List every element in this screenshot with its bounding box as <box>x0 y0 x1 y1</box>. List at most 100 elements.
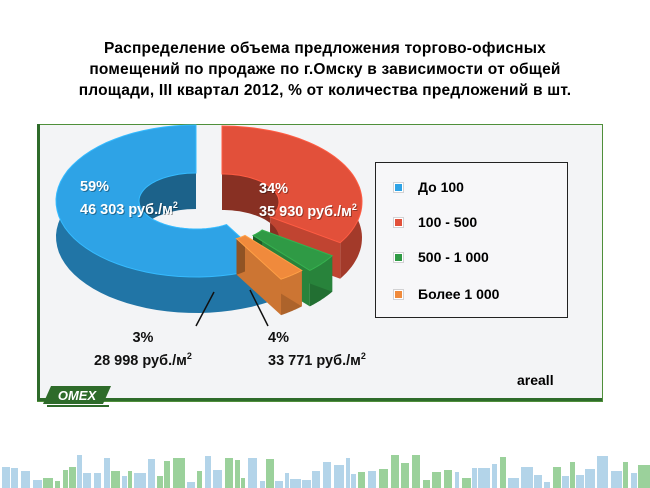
city-skyline-decoration <box>2 455 650 488</box>
panel-left-bar <box>37 124 40 400</box>
skyline-building-64 <box>611 471 622 488</box>
legend-item-over-1000: Более 1 000 <box>394 284 499 304</box>
skyline-building-10 <box>94 473 101 488</box>
skyline-building-57 <box>544 482 550 488</box>
skyline-building-0 <box>2 467 10 488</box>
skyline-building-65 <box>623 462 628 488</box>
legend-item-do-100: До 100 <box>394 177 464 197</box>
slice-price-100-500: 35 930 руб./м2 <box>259 202 357 220</box>
brand-label: areall <box>517 372 554 388</box>
skyline-building-30 <box>275 481 283 488</box>
skyline-building-67 <box>638 465 650 488</box>
skyline-building-2 <box>21 471 30 488</box>
skyline-building-20 <box>187 482 195 488</box>
slice-label-100-500: 34% 35 930 руб./м2 <box>259 180 357 221</box>
skyline-building-8 <box>77 455 82 488</box>
skyline-building-6 <box>63 470 68 488</box>
slice-price-500-1000: 33 771 руб./м2 <box>268 351 366 369</box>
skyline-building-12 <box>111 471 120 488</box>
legend-item-100-500: 100 - 500 <box>394 212 477 232</box>
skyline-building-47 <box>444 470 452 488</box>
skyline-building-52 <box>492 464 497 488</box>
legend-swatch-100-500 <box>394 217 403 227</box>
legend-swatch-500-1000 <box>394 252 403 262</box>
skyline-building-38 <box>351 474 356 488</box>
skyline-building-42 <box>391 455 399 488</box>
skyline-building-60 <box>570 462 575 488</box>
skyline-building-40 <box>368 471 376 488</box>
slice-price-over-1000: 28 998 руб./м2 <box>94 351 192 369</box>
skyline-building-59 <box>562 476 569 488</box>
legend: До 100 100 - 500 500 - 1 000 Более 1 000 <box>375 162 568 318</box>
slice-pct-100-500: 34% <box>259 181 289 197</box>
skyline-building-62 <box>585 469 595 488</box>
skyline-building-15 <box>134 473 146 488</box>
skyline-building-61 <box>576 475 584 488</box>
slice-pct-over-1000: 3% <box>132 330 154 346</box>
skyline-building-51 <box>478 468 490 488</box>
skyline-building-49 <box>462 478 471 488</box>
skyline-building-50 <box>472 468 477 488</box>
skyline-building-58 <box>553 467 561 488</box>
title-line-2: помещений по продаже по г.Омску в зависи… <box>89 61 561 78</box>
legend-label-500-1000: 500 - 1 000 <box>418 249 489 265</box>
skyline-building-53 <box>500 457 506 488</box>
skyline-building-46 <box>432 472 441 488</box>
skyline-building-54 <box>508 478 519 488</box>
skyline-building-27 <box>248 458 257 488</box>
skyline-building-14 <box>128 471 132 488</box>
skyline-building-26 <box>241 478 245 488</box>
skyline-building-33 <box>302 480 311 488</box>
title-line-3: площади, III квартал 2012, % от количест… <box>78 82 572 99</box>
skyline-building-23 <box>213 470 222 488</box>
legend-item-500-1000: 500 - 1 000 <box>394 247 489 267</box>
skyline-building-28 <box>260 481 265 488</box>
skyline-building-21 <box>197 471 202 488</box>
skyline-building-45 <box>423 480 430 488</box>
legend-swatch-over-1000 <box>394 289 403 299</box>
skyline-building-44 <box>412 455 420 488</box>
skyline-building-43 <box>401 463 409 488</box>
slice-label-do-100: 59% 46 303 руб./м2 <box>80 178 178 219</box>
skyline-building-41 <box>379 469 388 488</box>
skyline-building-22 <box>205 456 211 488</box>
skyline-building-31 <box>285 473 289 488</box>
skyline-building-11 <box>104 458 110 488</box>
slice-price-do-100: 46 303 руб./м2 <box>80 200 178 218</box>
slice-pct-do-100: 59% <box>80 179 110 195</box>
legend-label-over-1000: Более 1 000 <box>418 286 500 302</box>
skyline-building-17 <box>157 476 163 488</box>
chart-title: Распределение объема предложения торгово… <box>0 38 650 101</box>
legend-swatch-do-100 <box>394 182 403 192</box>
skyline-building-18 <box>164 461 170 488</box>
slice-label-over-1000: 3% 28 998 руб./м2 <box>94 329 192 370</box>
skyline-building-55 <box>521 467 533 488</box>
skyline-building-36 <box>334 465 344 488</box>
skyline-building-66 <box>631 473 637 488</box>
skyline-building-39 <box>358 472 365 488</box>
skyline-building-7 <box>69 467 76 488</box>
skyline-building-34 <box>312 471 320 488</box>
skyline-building-1 <box>11 468 18 488</box>
skyline-building-56 <box>534 475 542 488</box>
skyline-building-48 <box>455 472 459 488</box>
skyline-building-16 <box>148 459 155 488</box>
logo-text: OMEX <box>58 388 98 403</box>
skyline-building-24 <box>225 458 233 488</box>
skyline-building-13 <box>122 476 127 488</box>
skyline-building-25 <box>235 460 240 488</box>
skyline-building-37 <box>346 458 350 488</box>
skyline-building-19 <box>173 458 185 488</box>
skyline-building-9 <box>83 473 91 488</box>
title-line-1: Распределение объема предложения торгово… <box>104 40 546 57</box>
skyline-building-4 <box>43 478 53 488</box>
skyline-building-35 <box>323 462 331 488</box>
slice-pct-500-1000: 4% <box>268 330 289 346</box>
slice-label-500-1000: 4% 33 771 руб./м2 <box>268 329 366 370</box>
panel-bottom-bar <box>37 398 602 401</box>
skyline-building-63 <box>597 456 608 488</box>
legend-label-100-500: 100 - 500 <box>418 214 478 230</box>
skyline-building-32 <box>290 479 301 488</box>
skyline-building-5 <box>55 481 60 488</box>
omex-logo: OMEX <box>43 386 111 407</box>
